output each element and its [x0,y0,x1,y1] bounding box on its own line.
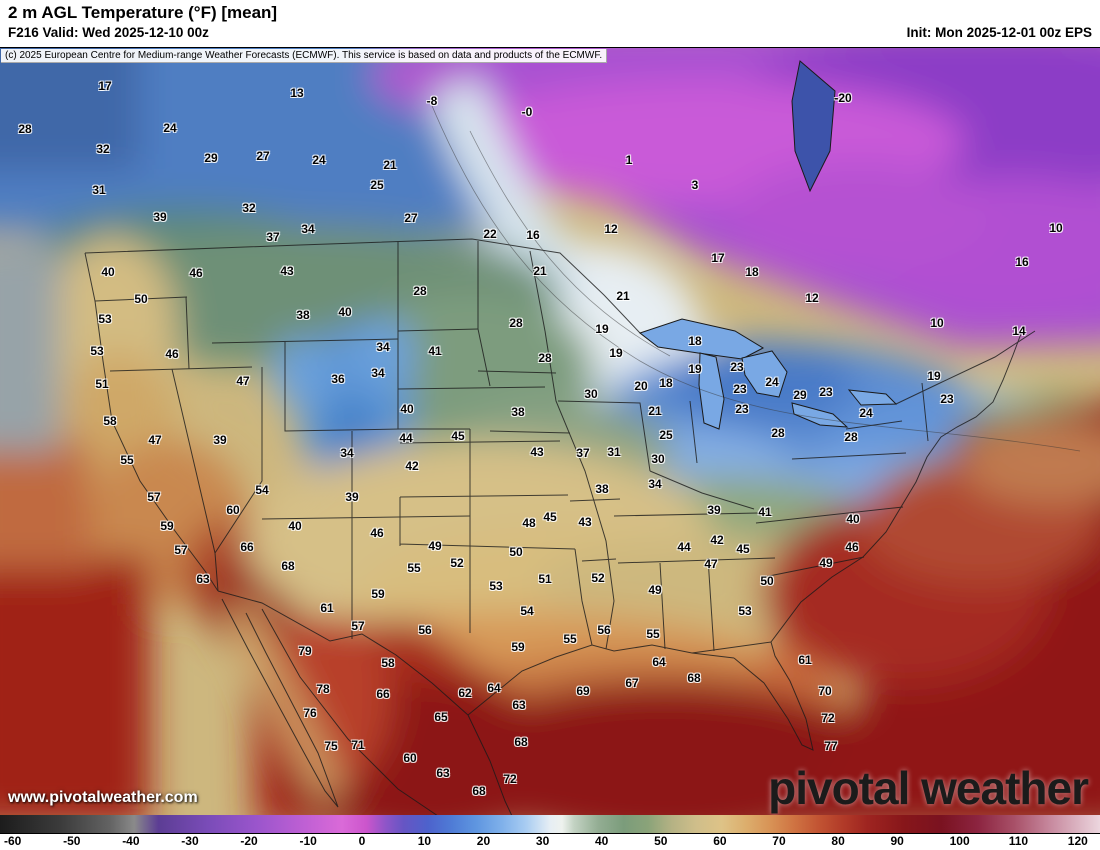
temperature-map-svg [0,48,1100,816]
init-time-label: Init: Mon 2025-12-01 00z EPS [906,25,1092,40]
colorbar-tick-label: 70 [772,834,786,848]
colorbar-tick-label: 80 [831,834,845,848]
colorbar-tick-label: -30 [181,834,199,848]
colorbar-ticks: -60 -50 -40 -30 -20 -10 0 10 20 30 40 50 60 70 80 90 100… [0,834,1100,849]
page-title: 2 m AGL Temperature (°F) [mean] [8,3,278,22]
colorbar-tick-label: 20 [476,834,491,848]
colorbar-tick-label: 30 [535,834,550,848]
colorbar: -60 -50 -40 -30 -20 -10 0 10 20 30 40 50 60 70 80 90 100… [0,815,1100,850]
colorbar-tick-label: 110 [1008,834,1029,848]
temperature-field [0,48,1100,816]
valid-time-label: F216 Valid: Wed 2025-12-10 00z [8,25,209,40]
watermark-url: www.pivotalweather.com [8,789,198,806]
colorbar-tick-label: 60 [713,834,727,848]
colorbar-tick-label: 0 [358,834,366,848]
colorbar-tick-label: -50 [63,834,81,848]
colorbar-tick-label: -60 [4,834,22,848]
colorbar-tick-label: -20 [240,834,258,848]
colorbar-tick-label: 100 [949,834,970,848]
colorbar-gradient [0,815,1100,834]
copyright-notice: (c) 2025 European Centre for Medium-rang… [1,49,608,63]
pivotalweather-logo: pivotal weather [768,762,1089,814]
colorbar-tick-label: 90 [890,834,904,848]
colorbar-tick-label: -10 [299,834,317,848]
hudson-bay [791,60,836,193]
weather-map: (c) 2025 European Centre for Medium-rang… [0,47,1100,816]
colorbar-tick-label: 50 [654,834,668,848]
temperature-contours [429,100,1081,452]
map-header: 2 m AGL Temperature (°F) [mean] F216 Val… [0,0,1100,47]
colorbar-tick-label: -40 [122,834,140,848]
great-lakes [638,318,898,430]
colorbar-tick-label: 40 [595,834,609,848]
colorbar-tick-label: 120 [1067,834,1088,848]
state-country-borders [84,238,1036,816]
colorbar-tick-label: 10 [417,834,432,848]
